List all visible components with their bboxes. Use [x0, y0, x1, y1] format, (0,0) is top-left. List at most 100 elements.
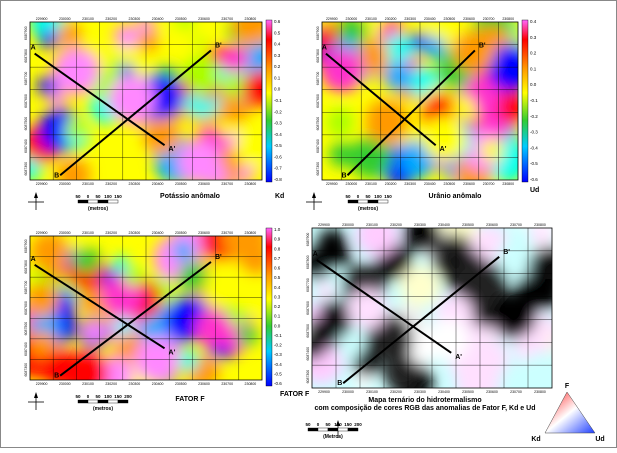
- blob: [423, 36, 446, 59]
- x-tick-label: 230800: [245, 231, 257, 235]
- scale-tick: 150: [114, 194, 122, 199]
- x-tick-label: 230200: [105, 17, 117, 21]
- colorbar-label: -0.6: [274, 154, 282, 159]
- blob: [452, 97, 476, 121]
- panel-title: Potássio anômalo: [160, 193, 220, 200]
- colorbar-label: -0.6: [274, 381, 282, 386]
- panel-title: Urânio anômalo: [429, 193, 482, 200]
- colorbar-label: -0.2: [530, 114, 538, 119]
- x-tick-label: 230700: [483, 17, 495, 21]
- x-tick-label: 230200: [105, 382, 117, 386]
- x-tick-label: 230100: [82, 182, 94, 186]
- scale-label: (metros): [358, 206, 378, 212]
- profile-label: A': [169, 146, 176, 153]
- blob: [49, 91, 65, 107]
- colorbar-label: 0.0: [530, 82, 537, 87]
- x-tick-label: 230400: [424, 17, 436, 21]
- profile-label: B': [479, 42, 486, 49]
- scale-label: (metros): [93, 406, 113, 412]
- scale-tick: 150: [384, 194, 392, 199]
- colorbar-label: -0.4: [530, 145, 538, 150]
- x-tick-label: 230200: [390, 390, 402, 394]
- scale-tick: 50: [95, 394, 101, 399]
- blob: [530, 224, 550, 244]
- x-tick-label: 229900: [326, 182, 338, 186]
- blob: [173, 240, 194, 261]
- scale-tick: 150: [344, 422, 352, 427]
- map-surface: [11, 214, 272, 397]
- blob: [178, 140, 221, 183]
- x-tick-label: 230200: [390, 223, 402, 227]
- scale-bar: [328, 428, 338, 431]
- x-tick-label: 230200: [105, 231, 117, 235]
- profile-label: B: [54, 373, 59, 380]
- profile-label: A: [313, 251, 318, 258]
- x-tick-label: 230100: [366, 390, 378, 394]
- x-tick-label: 230000: [346, 182, 358, 186]
- x-tick-label: 230600: [198, 182, 210, 186]
- colorbar-label: 0.8: [274, 246, 281, 251]
- profile-label: A: [31, 256, 36, 263]
- y-tick-label: 6087800: [24, 49, 28, 63]
- scale-tick: 200: [124, 394, 132, 399]
- scale-tick: 100: [374, 194, 382, 199]
- profile-label: A: [322, 45, 327, 52]
- blob: [65, 117, 89, 141]
- x-tick-label: 230600: [463, 17, 475, 21]
- y-tick-label: 6087700: [306, 278, 310, 292]
- x-tick-label: 230000: [59, 182, 71, 186]
- legend-title: Ud: [530, 187, 539, 194]
- colorbar-label: 0.5: [274, 30, 281, 35]
- colorbar-label: 1.0: [274, 227, 281, 232]
- x-tick-label: 230800: [502, 17, 514, 21]
- scale-bar: [78, 400, 88, 403]
- x-tick-label: 230500: [462, 223, 474, 227]
- colorbar: [266, 228, 272, 386]
- blob: [321, 299, 350, 328]
- colorbar: [522, 20, 528, 182]
- legend-title: Kd: [275, 193, 284, 200]
- x-tick-label: 230700: [221, 182, 233, 186]
- x-tick-label: 230300: [414, 390, 426, 394]
- x-tick-label: 230300: [404, 17, 416, 21]
- x-tick-label: 230700: [483, 182, 495, 186]
- profile-label: B: [54, 172, 59, 179]
- x-tick-label: 230800: [245, 17, 257, 21]
- scale-tick: 150: [114, 394, 122, 399]
- blob: [470, 340, 508, 378]
- x-tick-label: 230000: [59, 17, 71, 21]
- map-surface: [17, 4, 279, 192]
- colorbar-label: 0.3: [530, 35, 537, 40]
- colorbar-label: -0.5: [530, 161, 538, 166]
- x-tick-label: 230600: [463, 182, 475, 186]
- x-tick-label: 230400: [152, 182, 164, 186]
- profile-label: B': [503, 249, 510, 256]
- y-tick-label: 6087300: [24, 363, 28, 377]
- x-tick-label: 230700: [510, 223, 522, 227]
- scale-tick: 100: [104, 194, 112, 199]
- map-surface: [308, 4, 536, 194]
- colorbar-label: -0.2: [274, 109, 282, 114]
- y-tick-label: 6087500: [306, 324, 310, 338]
- colorbar-label: -0.6: [530, 177, 538, 182]
- panel-title: FATOR F: [175, 396, 205, 403]
- blob: [480, 139, 503, 162]
- colorbar-label: 0.1: [274, 314, 281, 319]
- colorbar-label: 0.1: [530, 66, 537, 71]
- y-tick-label: 6087800: [24, 260, 28, 274]
- x-tick-label: 230800: [534, 223, 546, 227]
- x-tick-label: 230800: [502, 182, 514, 186]
- blob: [57, 22, 82, 47]
- blob: [222, 97, 249, 124]
- scale-tick: 50: [75, 394, 81, 399]
- colorbar-label: -0.4: [274, 362, 282, 367]
- y-tick-label: 6087300: [316, 162, 320, 176]
- north-arrow: [34, 392, 38, 398]
- colorbar-label: -0.3: [530, 130, 538, 135]
- y-tick-label: 6087400: [316, 139, 320, 153]
- x-tick-label: 230800: [534, 390, 546, 394]
- x-tick-label: 230300: [129, 382, 141, 386]
- y-tick-label: 6087600: [316, 94, 320, 108]
- y-tick-label: 6087600: [24, 301, 28, 315]
- legend-title: FATOR F: [280, 391, 310, 398]
